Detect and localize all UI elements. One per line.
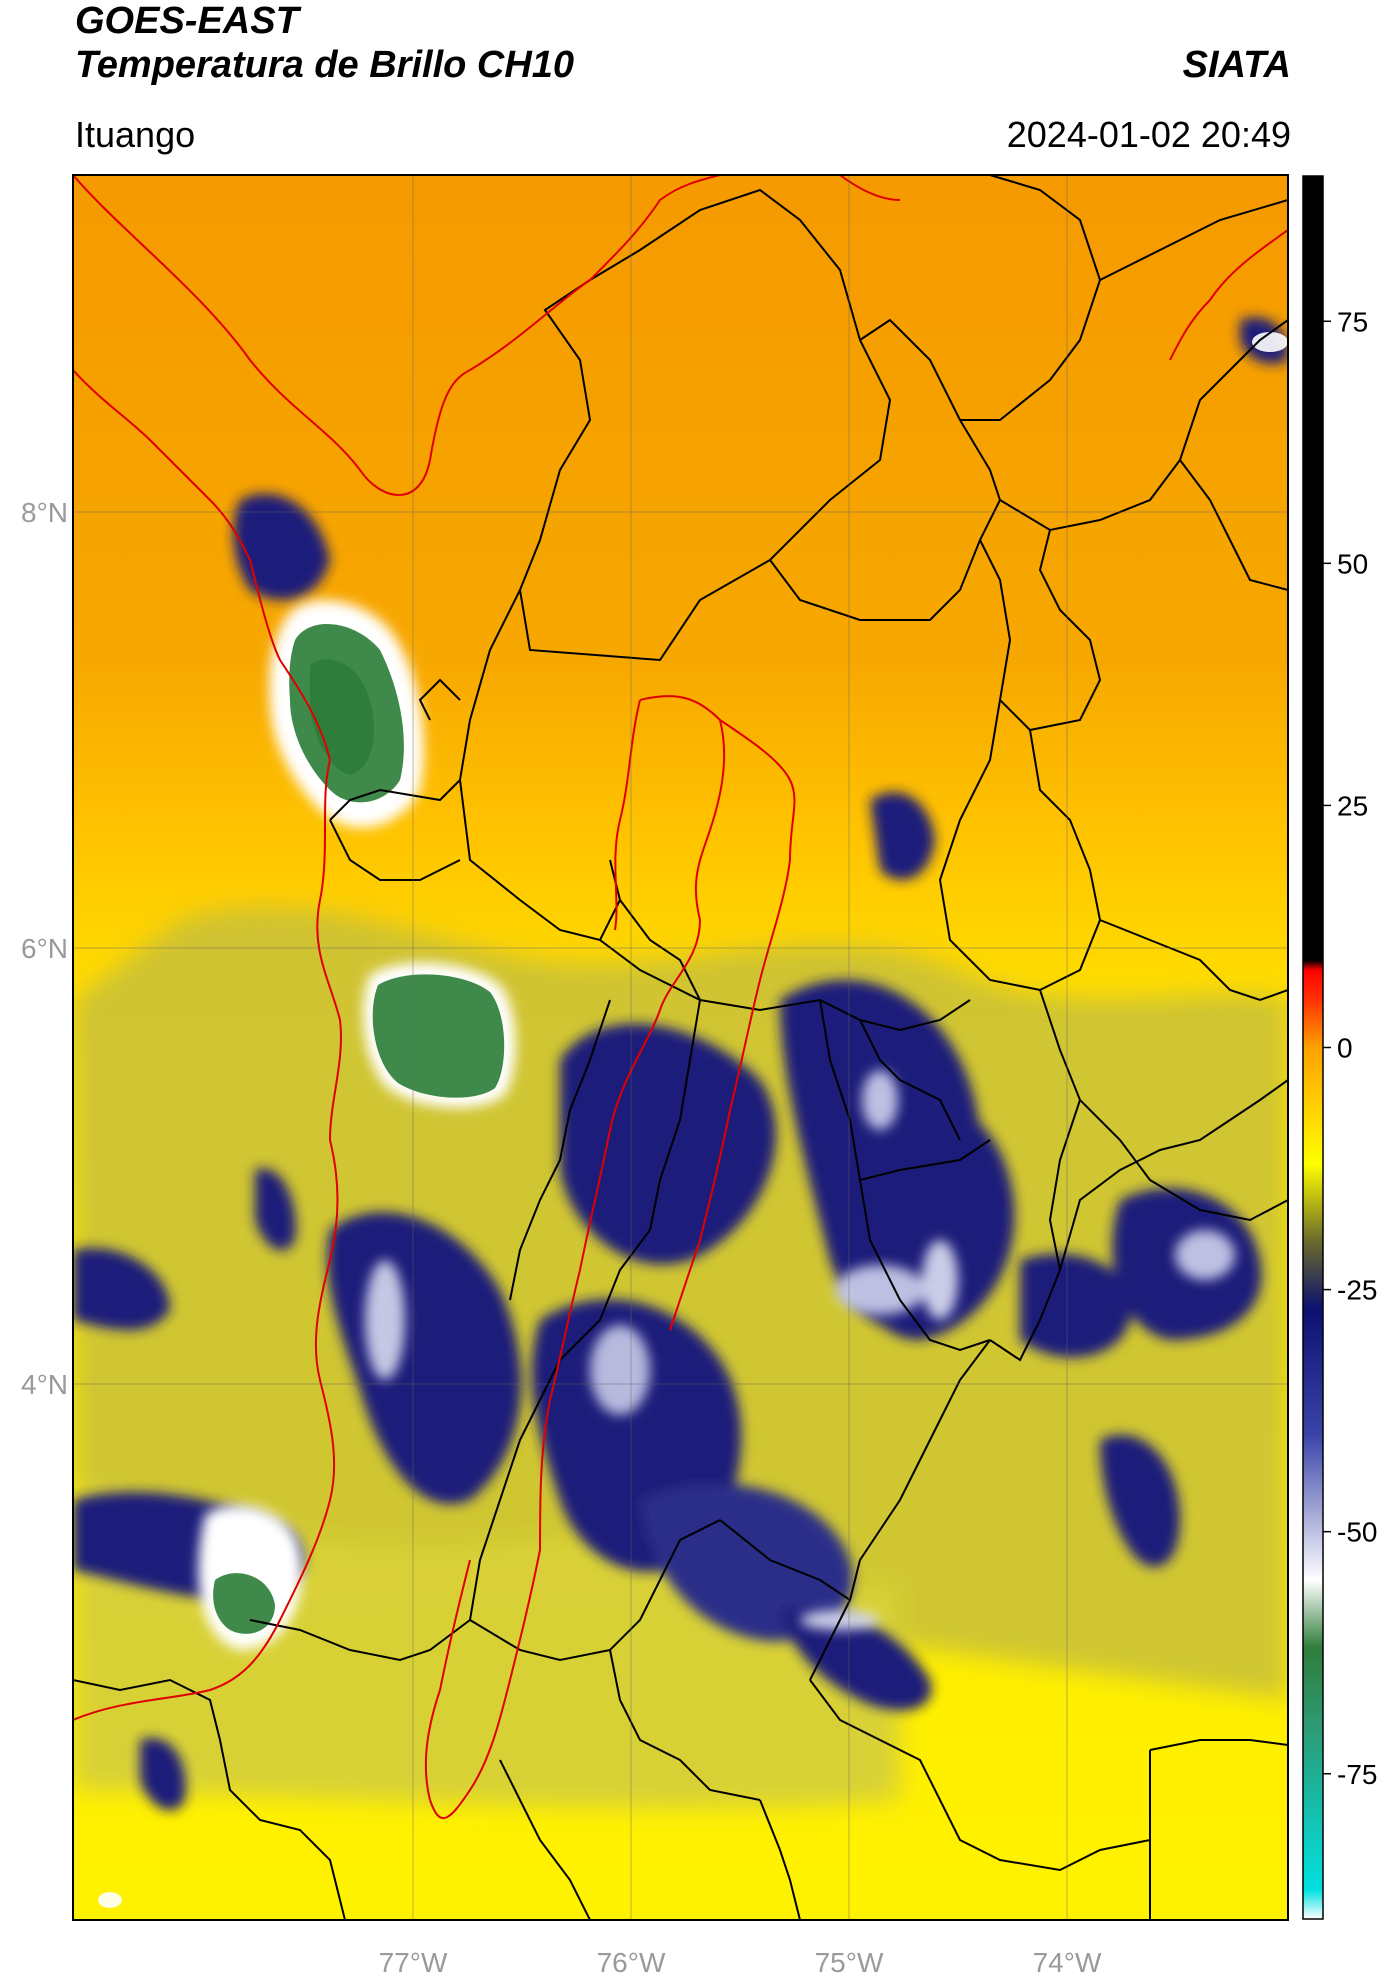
lon-label: 74°W [1033,1947,1102,1978]
admin-borders [73,175,1288,1920]
lon-label: 75°W [815,1947,884,1978]
national-borders [73,175,1288,1820]
map-frame [72,174,1289,1921]
lat-label: 6°N [21,933,68,964]
timestamp-label: 2024-01-02 20:49 [1006,114,1291,155]
brand-label: SIATA [1182,44,1291,86]
map-field [73,175,1288,1920]
lat-label: 8°N [21,497,68,528]
product-title: Temperatura de Brillo CH10 [75,44,575,86]
lon-label: 77°W [379,1947,448,1978]
deep-convection [73,317,1288,1811]
cold-cloud-tops [98,332,1288,1908]
region-label: Ituango [75,114,196,155]
lon-label: 76°W [597,1947,666,1978]
map-gridlines [73,175,1288,1920]
satellite-title: GOES-EAST [75,0,299,42]
lat-label: 4°N [21,1369,68,1400]
